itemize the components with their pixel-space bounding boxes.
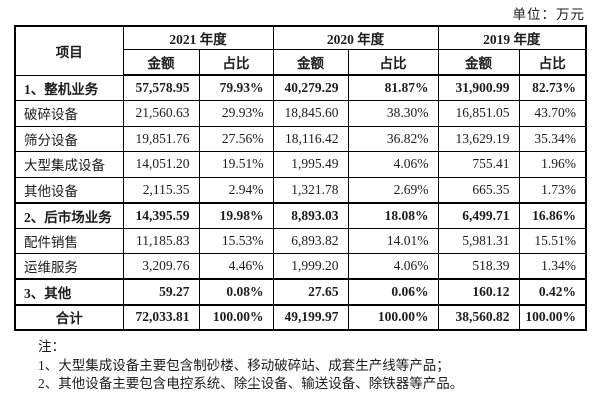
cell-value: 72,033.81 <box>122 303 200 331</box>
cell-value: 2.69% <box>347 176 439 203</box>
header-ratio-2021: 占比 <box>198 48 274 76</box>
revenue-breakdown-table: 项目 2021 年度 2020 年度 2019 年度 金额 占比 金额 占比 金… <box>14 25 587 331</box>
cell-value: 18.08% <box>347 201 439 229</box>
header-amount-2021: 金额 <box>122 48 200 76</box>
cell-value: 1.96% <box>518 151 587 178</box>
cell-value: 19,851.76 <box>122 125 200 152</box>
notes-block: 注： 1、大型集成设备主要包含制砂楼、移动破碎站、成套生产线等产品； 2、其他设… <box>38 338 585 394</box>
row-label: 2、后市场业务 <box>14 201 124 229</box>
cell-value: 11,185.83 <box>122 227 200 254</box>
header-sub-row: 金额 占比 金额 占比 金额 占比 <box>15 48 587 76</box>
header-year-2020: 2020 年度 <box>272 25 439 50</box>
cell-value: 2.94% <box>198 176 274 203</box>
cell-value: 755.41 <box>437 151 520 178</box>
cell-value: 18,845.60 <box>272 100 349 127</box>
cell-value: 19.51% <box>198 151 274 178</box>
row-label: 其他设备 <box>14 176 124 203</box>
note-line-2: 2、其他设备主要包含电控系统、除尘设备、输送设备、除铁器等产品。 <box>38 376 464 391</box>
cell-value: 0.06% <box>347 278 439 305</box>
header-amount-2020: 金额 <box>272 48 349 76</box>
table-row-others: 3、其他 59.27 0.08% 27.65 0.06% 160.12 0.42… <box>14 278 587 305</box>
cell-value: 6,893.82 <box>272 227 349 254</box>
cell-value: 1,999.20 <box>272 253 349 280</box>
header-year-row: 项目 2021 年度 2020 年度 2019 年度 <box>14 25 587 76</box>
cell-value: 14,395.59 <box>122 201 200 229</box>
header-ratio-2020: 占比 <box>347 48 439 76</box>
cell-value: 15.53% <box>198 227 274 254</box>
cell-value: 1,995.49 <box>272 151 349 178</box>
notes-title: 注： <box>38 339 65 354</box>
cell-value: 8,893.03 <box>272 201 349 229</box>
cell-value: 81.87% <box>347 74 439 101</box>
row-label: 破碎设备 <box>14 100 124 127</box>
header-item: 项目 <box>14 25 124 76</box>
row-label: 1、整机业务 <box>14 74 124 101</box>
header-amount-2019: 金额 <box>437 48 520 76</box>
cell-value: 82.73% <box>518 74 587 101</box>
cell-value: 16.86% <box>518 201 587 229</box>
cell-value: 1.34% <box>518 253 587 280</box>
cell-value: 3,209.76 <box>122 253 200 280</box>
row-label: 大型集成设备 <box>14 151 124 178</box>
cell-value: 100.00% <box>198 303 274 331</box>
cell-value: 29.93% <box>198 100 274 127</box>
cell-value: 100.00% <box>347 303 439 331</box>
cell-value: 43.70% <box>518 100 587 127</box>
cell-value: 100.00% <box>518 303 587 331</box>
cell-value: 38.30% <box>347 100 439 127</box>
row-label: 配件销售 <box>14 227 124 254</box>
cell-value: 4.06% <box>347 151 439 178</box>
table-row-total: 合计 72,033.81 100.00% 49,199.97 100.00% 3… <box>14 303 587 331</box>
note-line-1: 1、大型集成设备主要包含制砂楼、移动破碎站、成套生产线等产品； <box>38 357 450 373</box>
cell-value: 36.82% <box>347 125 439 152</box>
cell-value: 40,279.29 <box>272 74 349 101</box>
header-year-2021: 2021 年度 <box>122 25 274 50</box>
cell-value: 6,499.71 <box>437 201 520 229</box>
cell-value: 18,116.42 <box>272 125 349 152</box>
cell-value: 2,115.35 <box>122 176 200 203</box>
table-row-maintenance-service: 运维服务 3,209.76 4.46% 1,999.20 4.06% 518.3… <box>14 253 587 280</box>
table-row-machine-business: 1、整机业务 57,578.95 79.93% 40,279.29 81.87%… <box>14 74 587 101</box>
row-label: 运维服务 <box>14 253 124 280</box>
table-row-large-integrated-equipment: 大型集成设备 14,051.20 19.51% 1,995.49 4.06% 7… <box>14 151 587 178</box>
row-label: 筛分设备 <box>14 125 124 152</box>
cell-value: 31,900.99 <box>437 74 520 101</box>
cell-value: 1.73% <box>518 176 587 203</box>
cell-value: 49,199.97 <box>272 303 349 331</box>
cell-value: 13,629.19 <box>437 125 520 152</box>
cell-value: 59.27 <box>122 278 200 305</box>
header-ratio-2019: 占比 <box>518 48 587 76</box>
cell-value: 5,981.31 <box>437 227 520 254</box>
cell-value: 15.51% <box>518 227 587 254</box>
row-label: 合计 <box>14 303 124 331</box>
cell-value: 19.98% <box>198 201 274 229</box>
cell-value: 35.34% <box>518 125 587 152</box>
cell-value: 16,851.05 <box>437 100 520 127</box>
row-label: 3、其他 <box>14 278 124 305</box>
cell-value: 38,560.82 <box>437 303 520 331</box>
cell-value: 14.01% <box>347 227 439 254</box>
cell-value: 57,578.95 <box>122 74 200 101</box>
cell-value: 14,051.20 <box>122 151 200 178</box>
cell-value: 79.93% <box>198 74 274 101</box>
cell-value: 160.12 <box>437 278 520 305</box>
header-year-2019: 2019 年度 <box>437 25 587 50</box>
cell-value: 518.39 <box>437 253 520 280</box>
cell-value: 4.46% <box>198 253 274 280</box>
unit-label: 单位：万元 <box>512 7 585 22</box>
cell-value: 665.35 <box>437 176 520 203</box>
cell-value: 0.08% <box>198 278 274 305</box>
cell-value: 4.06% <box>347 253 439 280</box>
cell-value: 27.65 <box>272 278 349 305</box>
cell-value: 27.56% <box>198 125 274 152</box>
cell-value: 1,321.78 <box>272 176 349 203</box>
table-row-other-equipment: 其他设备 2,115.35 2.94% 1,321.78 2.69% 665.3… <box>14 176 587 203</box>
cell-value: 0.42% <box>518 278 587 305</box>
table-row-crushing-equipment: 破碎设备 21,560.63 29.93% 18,845.60 38.30% 1… <box>14 100 587 127</box>
table-row-parts-sales: 配件销售 11,185.83 15.53% 6,893.82 14.01% 5,… <box>14 227 587 254</box>
table-row-aftermarket-business: 2、后市场业务 14,395.59 19.98% 8,893.03 18.08%… <box>14 201 587 229</box>
table-row-screening-equipment: 筛分设备 19,851.76 27.56% 18,116.42 36.82% 1… <box>14 125 587 152</box>
cell-value: 21,560.63 <box>122 100 200 127</box>
